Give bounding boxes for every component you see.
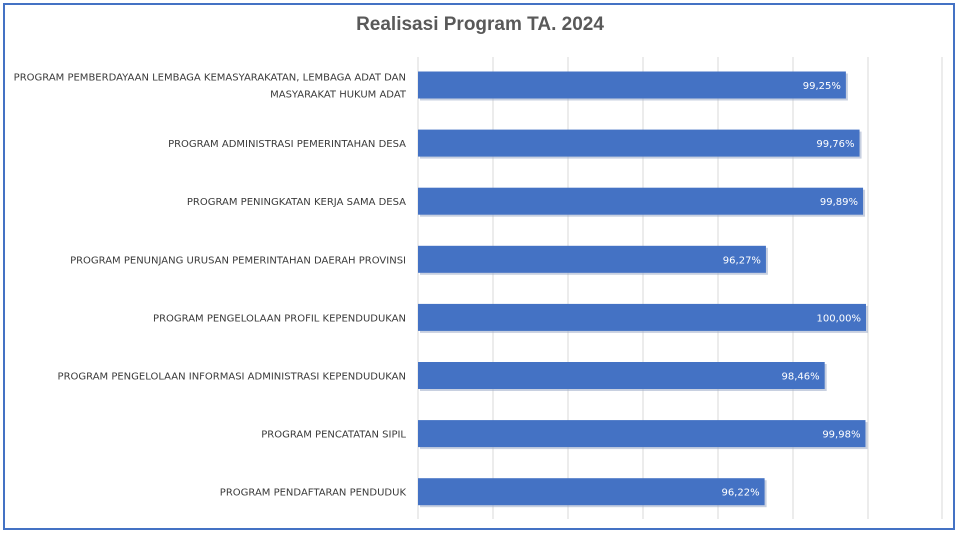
data-label-0: 99,25% — [803, 81, 841, 92]
bar-4 — [418, 303, 866, 331]
category-label-3: PROGRAM PENUNJANG URUSAN PEMERINTAHAN DA… — [70, 255, 406, 266]
bar-2 — [418, 187, 864, 215]
data-label-5: 98,46% — [782, 372, 820, 383]
category-label-0-line-1: MASYARAKAT HUKUM ADAT — [270, 90, 407, 101]
chart-title: Realisasi Program TA. 2024 — [356, 14, 604, 35]
bar-7 — [418, 478, 765, 506]
category-label-4: PROGRAM PENGELOLAAN PROFIL KEPENDUDUKAN — [153, 313, 406, 324]
category-label-0-line-0: PROGRAM PEMBERDAYAAN LEMBAGA KEMASYARAKA… — [14, 73, 406, 84]
bars — [418, 71, 868, 508]
data-labels: 99,25% 99,76% 99,89% 96,27% 100,00% 98,46% 99,… — [721, 81, 861, 499]
bar-5 — [418, 362, 825, 389]
gridlines — [417, 57, 943, 519]
category-label-1: PROGRAM ADMINISTRASI PEMERINTAHAN DESA — [168, 139, 406, 150]
data-label-3: 96,27% — [723, 255, 761, 266]
data-label-1: 99,76% — [816, 139, 854, 150]
data-label-2: 99,89% — [820, 197, 858, 208]
bar-6 — [418, 420, 866, 448]
category-label-7: PROGRAM PENDAFTARAN PENDUDUK — [220, 488, 407, 499]
bar-3 — [418, 245, 766, 273]
data-label-4: 100,00% — [817, 313, 862, 324]
category-label-2: PROGRAM PENINGKATAN KERJA SAMA DESA — [187, 197, 406, 208]
category-labels: PROGRAM PEMBERDAYAAN LEMBAGA KEMASYARAKA… — [14, 73, 407, 499]
bar-0 — [418, 71, 846, 99]
data-label-6: 99,98% — [822, 430, 860, 441]
category-label-6: PROGRAM PENCATATAN SIPIL — [261, 430, 406, 441]
category-label-5: PROGRAM PENGELOLAAN INFORMASI ADMINISTRA… — [58, 372, 406, 383]
data-label-7: 96,22% — [721, 488, 759, 499]
bar-1 — [418, 129, 860, 157]
